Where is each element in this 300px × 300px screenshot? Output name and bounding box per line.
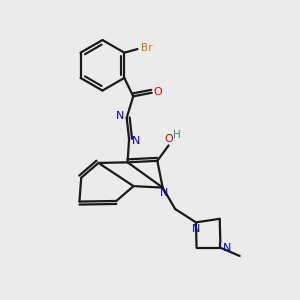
Text: N: N xyxy=(160,188,168,198)
Text: N: N xyxy=(132,136,140,146)
Text: N: N xyxy=(191,224,200,234)
Text: O: O xyxy=(154,87,163,97)
Text: N: N xyxy=(116,111,124,121)
Text: O: O xyxy=(164,134,173,144)
Text: H: H xyxy=(173,130,181,140)
Text: N: N xyxy=(223,243,231,253)
Text: Br: Br xyxy=(141,43,152,53)
